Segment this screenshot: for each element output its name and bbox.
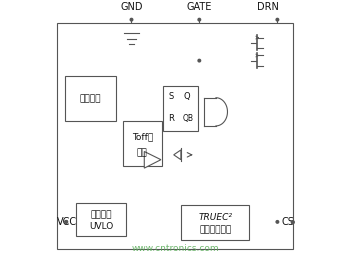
- Text: QB: QB: [182, 114, 193, 123]
- Text: UVLO: UVLO: [89, 222, 113, 231]
- Circle shape: [130, 18, 133, 21]
- Text: TRUEC²: TRUEC²: [198, 213, 232, 222]
- Bar: [76, 203, 126, 236]
- Circle shape: [198, 18, 201, 21]
- Text: Toff控: Toff控: [132, 132, 153, 141]
- Bar: [65, 76, 116, 121]
- Text: 保护部分: 保护部分: [80, 94, 101, 103]
- Circle shape: [65, 221, 68, 223]
- Text: S: S: [168, 92, 173, 100]
- Circle shape: [292, 221, 294, 224]
- Bar: [181, 205, 249, 240]
- Text: GATE: GATE: [187, 2, 212, 12]
- Circle shape: [276, 18, 279, 21]
- Circle shape: [65, 221, 68, 223]
- Text: GND: GND: [120, 2, 143, 12]
- Text: CS: CS: [281, 217, 294, 227]
- Text: 闭环恒流控制: 闭环恒流控制: [199, 226, 231, 235]
- Text: Q: Q: [183, 92, 190, 100]
- Circle shape: [292, 221, 294, 223]
- Bar: [122, 121, 162, 166]
- Bar: [163, 86, 198, 131]
- Text: VCC: VCC: [57, 217, 77, 227]
- Polygon shape: [174, 150, 181, 160]
- Circle shape: [198, 59, 201, 62]
- Bar: [57, 24, 293, 249]
- Text: 芯片供电: 芯片供电: [91, 210, 112, 219]
- Text: 制器: 制器: [137, 148, 148, 157]
- Text: www.cntronics.com: www.cntronics.com: [131, 244, 219, 253]
- Text: R: R: [168, 114, 174, 123]
- Polygon shape: [144, 152, 161, 168]
- Text: DRN: DRN: [258, 2, 279, 12]
- Circle shape: [276, 221, 279, 223]
